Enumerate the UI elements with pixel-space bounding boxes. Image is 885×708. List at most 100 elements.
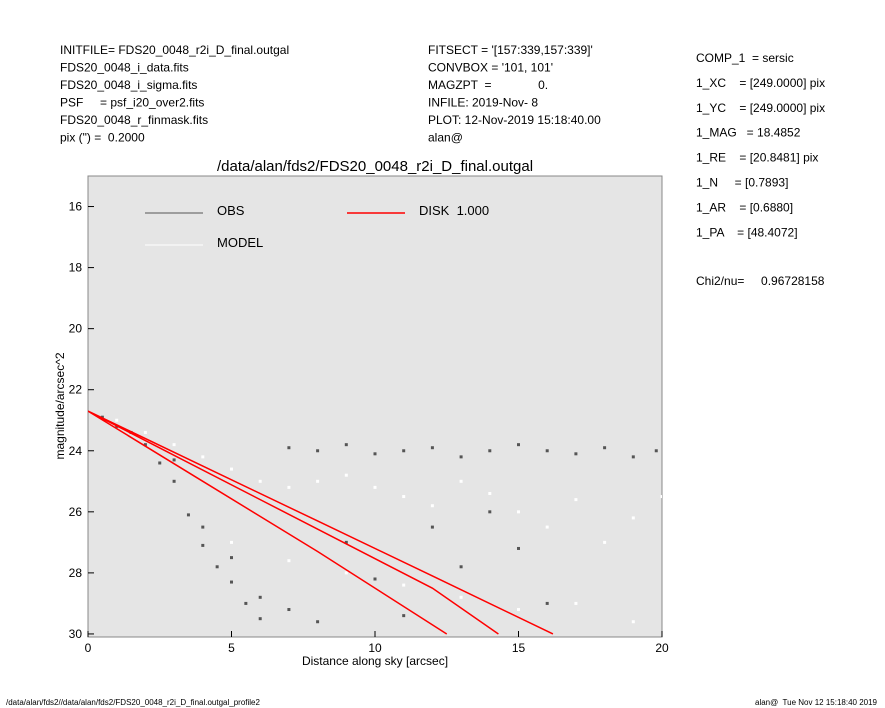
data-point: [459, 565, 463, 569]
data-point: [373, 452, 377, 456]
data-point: [230, 540, 233, 544]
y-tick-label: 22: [69, 383, 83, 397]
header-left-line: PSF = psf_i20_over2.fits: [60, 96, 204, 110]
data-point: [574, 498, 578, 502]
data-point: [287, 446, 291, 450]
data-point: [215, 565, 219, 569]
data-point: [517, 546, 520, 550]
data-point: [517, 510, 520, 514]
data-point: [402, 583, 406, 587]
data-point: [430, 446, 434, 450]
header-middle-line: FITSECT = '[157:339,157:339]': [428, 43, 593, 57]
data-point: [230, 580, 233, 584]
x-tick-label: 0: [85, 641, 92, 655]
fit-parameter: 1_YC = [249.0000] pix: [696, 101, 825, 115]
plot-area: [87, 175, 663, 638]
y-tick-label: 18: [69, 261, 83, 275]
data-point: [316, 449, 320, 453]
y-tick-label: 20: [69, 322, 83, 336]
data-point: [344, 473, 348, 477]
y-axis-label: magnitude/arcsec^2: [53, 352, 67, 459]
x-tick-label: 10: [368, 641, 382, 655]
legend-label: DISK 1.000: [419, 203, 489, 218]
y-tick-label: 28: [69, 566, 83, 580]
data-point: [316, 479, 320, 483]
data-point: [654, 449, 658, 453]
data-point: [344, 571, 348, 575]
data-point: [574, 452, 578, 456]
data-point: [172, 443, 176, 447]
fit-parameter: 1_XC = [249.0000] pix: [696, 76, 825, 90]
data-point: [172, 479, 176, 483]
data-point: [143, 443, 147, 447]
chart-title: /data/alan/fds2/FDS20_0048_r2i_D_final.o…: [217, 158, 533, 175]
data-point: [287, 608, 291, 612]
data-point: [660, 495, 662, 499]
fit-parameter: COMP_1 = sersic: [696, 51, 794, 65]
fit-parameter: 1_PA = [48.4072]: [696, 225, 798, 239]
fit-parameter: 1_RE = [20.8481] pix: [696, 151, 818, 165]
data-point: [172, 458, 176, 462]
model-curve: [88, 410, 554, 635]
data-point: [574, 601, 578, 605]
legend-label: MODEL: [217, 235, 263, 250]
header-middle-line: CONVBOX = '101, 101': [428, 61, 553, 75]
data-point: [158, 461, 162, 465]
data-point: [402, 614, 406, 618]
data-point: [201, 455, 205, 459]
footer-date: alan@ Tue Nov 12 15:18:40 2019: [755, 698, 878, 707]
data-point: [488, 449, 492, 453]
data-point: [517, 443, 520, 447]
data-point: [631, 516, 635, 520]
data-point: [201, 543, 205, 547]
chi-squared: Chi2/nu= 0.96728158: [696, 274, 825, 288]
fit-parameter: 1_AR = [0.6880]: [696, 200, 793, 214]
data-point: [344, 443, 348, 447]
legend-label: OBS: [217, 203, 245, 218]
data-point: [631, 620, 635, 624]
y-tick-label: 30: [69, 627, 83, 641]
x-axis-label: Distance along sky [arcsec]: [302, 654, 448, 668]
header-left-line: FDS20_0048_i_data.fits: [60, 61, 189, 75]
data-point: [517, 608, 520, 612]
data-point: [316, 620, 320, 624]
data-point: [287, 485, 291, 489]
data-point: [402, 449, 406, 453]
data-point: [459, 479, 463, 483]
data-point: [258, 617, 262, 621]
data-point: [143, 430, 147, 434]
data-point: [459, 595, 463, 599]
data-point: [488, 492, 492, 496]
x-tick-label: 15: [512, 641, 526, 655]
header-left-line: pix (") = 0.2000: [60, 131, 145, 145]
data-point: [603, 446, 607, 450]
header-middle-line: INFILE: 2019-Nov- 8: [428, 96, 538, 110]
y-tick-label: 16: [69, 200, 83, 214]
data-point: [258, 479, 262, 483]
plot-marks: [88, 410, 662, 635]
data-point: [545, 525, 549, 529]
data-point: [201, 525, 205, 529]
data-point: [373, 485, 377, 489]
header-left-line: FDS20_0048_i_sigma.fits: [60, 78, 197, 92]
x-tick-label: 20: [655, 641, 669, 655]
data-point: [115, 418, 119, 422]
data-point: [488, 510, 492, 514]
header-left-line: INITFILE= FDS20_0048_r2i_D_final.outgal: [60, 43, 289, 57]
fit-parameter: 1_MAG = 18.4852: [696, 126, 801, 140]
fit-parameter: 1_N = [0.7893]: [696, 176, 788, 190]
header-middle-line: alan@: [428, 131, 463, 145]
header-middle-line: PLOT: 12-Nov-2019 15:18:40.00: [428, 113, 601, 127]
data-point: [545, 601, 549, 605]
header-middle-line: MAGZPT = 0.: [428, 78, 548, 92]
data-point: [258, 595, 262, 599]
data-point: [430, 504, 434, 508]
data-point: [631, 455, 635, 459]
data-point: [402, 495, 406, 499]
x-tick-label: 5: [228, 641, 235, 655]
header-left-line: FDS20_0048_r_finmask.fits: [60, 113, 208, 127]
data-point: [459, 455, 463, 459]
data-point: [230, 556, 233, 560]
data-point: [287, 559, 291, 563]
